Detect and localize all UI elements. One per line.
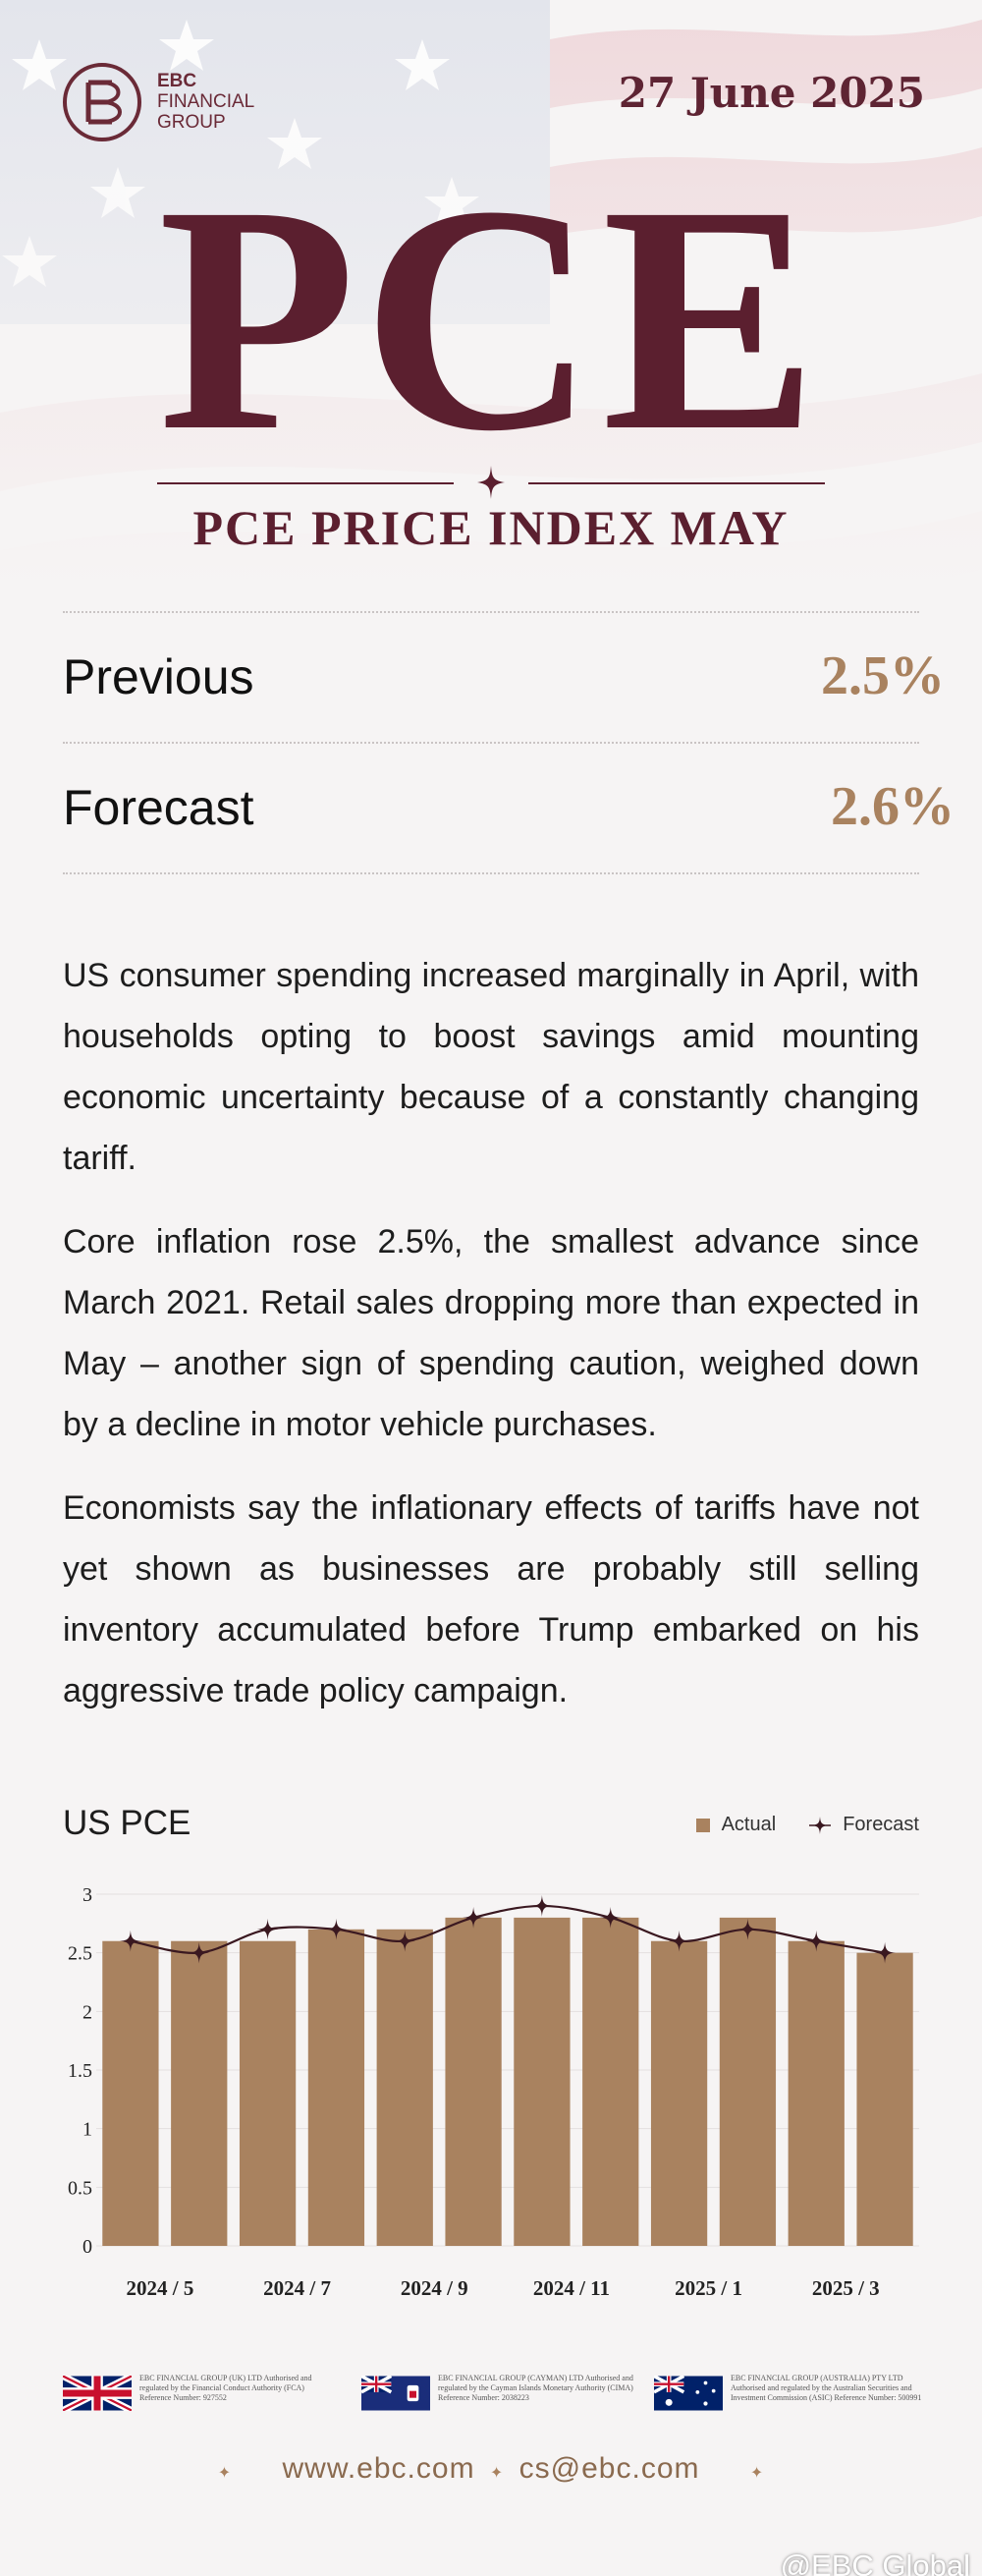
bar xyxy=(102,1940,159,2246)
sparkle-icon: ✦ xyxy=(749,2465,765,2482)
title-divider-left xyxy=(157,482,454,484)
legend-forecast-marker-icon xyxy=(809,1816,832,1834)
metric-divider xyxy=(63,742,919,744)
x-tick-label: 2024 / 9 xyxy=(401,2276,468,2300)
pce-chart: 0 0.5 1 1.5 2 2.5 3 2024 / 5 2024 / 7 2024 / 9 202… xyxy=(68,1884,919,2300)
forecast-point xyxy=(736,1918,759,1940)
forecast-point xyxy=(119,1930,141,1952)
y-tick-label: 2 xyxy=(82,2001,92,2023)
email-link[interactable]: cs@ebc.com xyxy=(518,2452,700,2485)
x-tick-label: 2024 / 7 xyxy=(263,2276,331,2300)
title-divider-right xyxy=(528,482,825,484)
watermark-text: @EBC Global xyxy=(780,2548,970,2576)
bar xyxy=(650,1940,708,2246)
forecast-point xyxy=(256,1918,279,1940)
forecast-point xyxy=(668,1930,690,1952)
regulator-text: EBC FINANCIAL GROUP (AUSTRALIA) PTY LTD … xyxy=(731,2374,922,2402)
sparkle-icon xyxy=(477,466,505,499)
paragraph: Core inflation rose 2.5%, the smallest a… xyxy=(63,1223,919,1443)
x-tick-label: 2025 / 1 xyxy=(675,2276,742,2300)
regulator-text: EBC FINANCIAL GROUP (CAYMAN) LTD Authori… xyxy=(438,2374,633,2402)
bar xyxy=(171,1940,228,2246)
paragraph: Economists say the inflationary effects … xyxy=(63,1489,919,1709)
previous-label: Previous xyxy=(63,649,254,704)
logo-line-1: EBC xyxy=(157,71,197,91)
bar xyxy=(856,1952,913,2246)
bar xyxy=(719,1917,777,2246)
bar xyxy=(239,1940,297,2246)
cayman-flag-icon xyxy=(361,2376,430,2411)
legend-actual-swatch-icon xyxy=(695,1818,710,1832)
y-tick-label: 3 xyxy=(82,1884,92,1906)
logo-line-2: FINANCIAL xyxy=(157,91,255,112)
chart-legend: Actual Forecast xyxy=(695,1814,919,1836)
page-title: PCE xyxy=(158,140,824,498)
bar xyxy=(582,1917,639,2246)
bar xyxy=(307,1929,365,2246)
chart-title: US PCE xyxy=(63,1804,191,1842)
article-body: US consumer spending increased marginall… xyxy=(63,945,919,1744)
website-link[interactable]: www.ebc.com xyxy=(282,2452,475,2485)
bar xyxy=(376,1929,433,2246)
y-tick-label: 0 xyxy=(82,2236,92,2258)
sparkle-icon: ✦ xyxy=(217,2465,233,2482)
forecast-point xyxy=(530,1894,553,1917)
forecast-point xyxy=(599,1906,622,1929)
logo-line-3: GROUP xyxy=(157,112,226,133)
paragraph: US consumer spending increased marginall… xyxy=(63,957,919,1177)
y-tick-label: 2.5 xyxy=(68,1943,92,1965)
separator-icon: ✦ xyxy=(489,2465,505,2482)
y-tick-label: 1.5 xyxy=(68,2060,92,2082)
forecast-point xyxy=(805,1930,828,1952)
x-tick-label: 2024 / 5 xyxy=(126,2276,193,2300)
forecast-point xyxy=(325,1918,348,1940)
forecast-label: Forecast xyxy=(63,780,254,835)
y-tick-label: 0.5 xyxy=(68,2177,92,2199)
uk-flag-icon xyxy=(63,2376,132,2411)
forecast-point xyxy=(394,1930,416,1952)
page-subtitle: PCE PRICE INDEX MAY xyxy=(192,500,790,555)
ebc-logo-icon xyxy=(63,63,141,141)
bar xyxy=(788,1940,845,2246)
y-tick-label: 1 xyxy=(82,2119,92,2141)
us-flag-background-icon xyxy=(0,0,982,707)
australia-flag-icon xyxy=(654,2376,723,2411)
forecast-point xyxy=(188,1941,210,1964)
x-tick-label: 2025 / 3 xyxy=(812,2276,880,2300)
legend-forecast-label: Forecast xyxy=(843,1814,919,1835)
regulator-text: EBC FINANCIAL GROUP (UK) LTD Authorised … xyxy=(139,2374,312,2402)
forecast-value: 2.6% xyxy=(831,776,955,837)
previous-value: 2.5% xyxy=(821,645,945,706)
metric-divider xyxy=(63,611,919,613)
metric-divider xyxy=(63,872,919,874)
logo-text: EBC FINANCIAL GROUP xyxy=(157,71,254,133)
bar xyxy=(445,1917,502,2246)
forecast-point xyxy=(874,1941,897,1964)
x-tick-label: 2024 / 11 xyxy=(533,2276,610,2300)
forecast-point xyxy=(463,1906,485,1929)
report-date: 27 June 2025 xyxy=(618,69,925,117)
bar xyxy=(514,1917,571,2246)
contact-line: ✦ www.ebc.com ✦ cs@ebc.com ✦ xyxy=(0,2452,982,2486)
legend-actual-label: Actual xyxy=(721,1814,777,1835)
